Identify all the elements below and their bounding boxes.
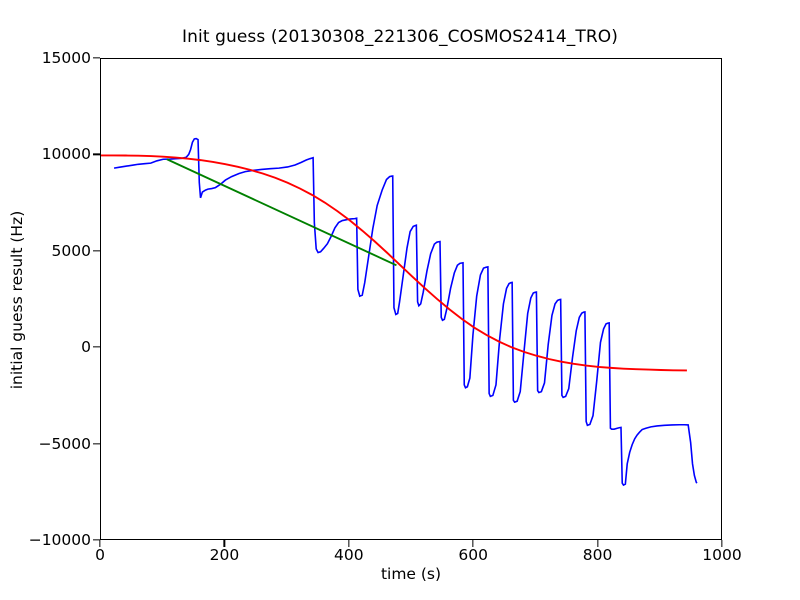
- series-line: [101, 154, 687, 372]
- x-axis-label: time (s): [380, 565, 442, 583]
- y-tick-mark: [93, 57, 100, 59]
- y-tick-mark: [93, 250, 100, 252]
- x-tick-mark: [472, 540, 474, 547]
- y-tick-label: −10000: [28, 531, 91, 549]
- y-tick-label: 5000: [51, 241, 91, 260]
- series-line: [113, 137, 698, 487]
- x-tick-label: 800: [582, 546, 613, 564]
- page-title: Init guess (20130308_221306_COSMOS2414_T…: [182, 27, 618, 47]
- plot-canvas: [101, 137, 698, 487]
- x-tick-mark: [348, 540, 350, 547]
- series-line: [166, 158, 397, 267]
- x-tick-mark: [596, 540, 599, 547]
- y-tick-label: 15000: [41, 49, 91, 67]
- y-tick-mark: [93, 442, 100, 445]
- y-tick-label: 10000: [41, 145, 91, 164]
- plot-area: [100, 58, 722, 540]
- x-tick-mark: [721, 540, 723, 547]
- y-tick-mark: [93, 346, 100, 348]
- x-tick-label: 600: [458, 546, 488, 564]
- y-axis-tick-labels: −10000 −5000 0 5000 10000 15000: [0, 0, 91, 600]
- y-tick-label: 0: [81, 338, 91, 357]
- x-tick-label: 0: [95, 546, 105, 564]
- x-tick-mark: [223, 540, 226, 547]
- x-tick-label: 1000: [702, 546, 742, 564]
- x-tick-mark: [99, 540, 101, 547]
- y-tick-mark: [93, 153, 100, 156]
- y-tick-mark: [93, 539, 100, 541]
- y-tick-label: −5000: [38, 434, 91, 453]
- x-tick-label: 400: [334, 546, 364, 564]
- data-series-group: [101, 137, 698, 487]
- x-tick-label: 200: [209, 546, 240, 564]
